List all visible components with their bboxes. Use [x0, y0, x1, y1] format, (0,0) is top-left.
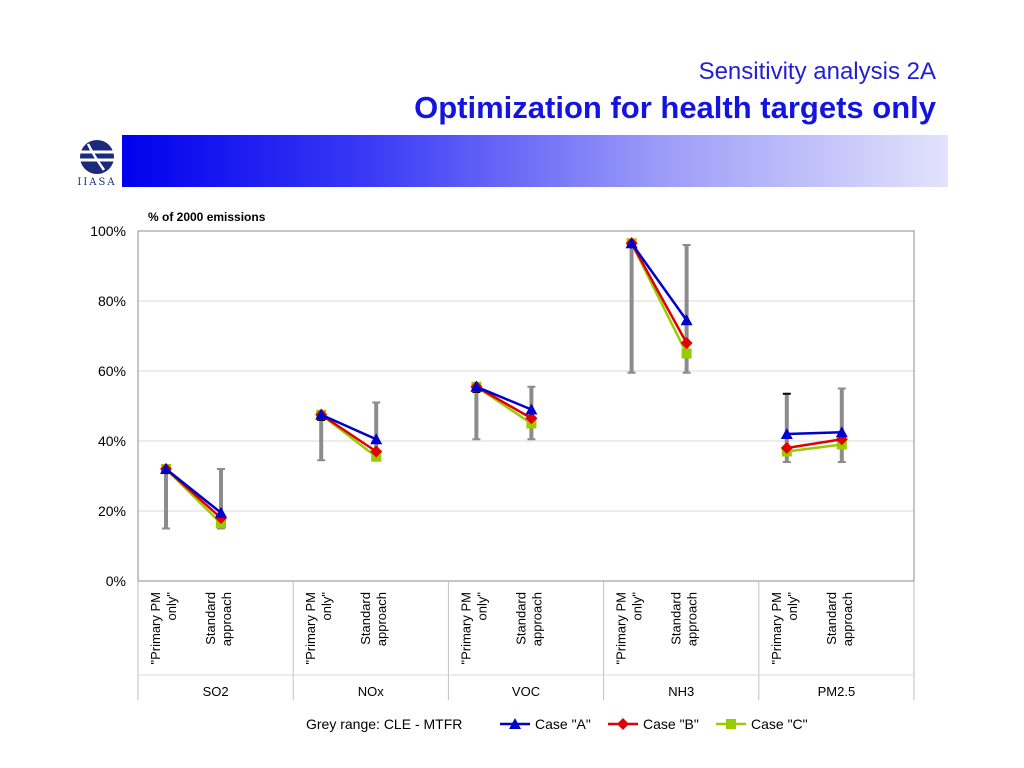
- header-banner: [122, 135, 948, 187]
- series-point: [681, 348, 692, 359]
- x-category-label: approach: [840, 592, 855, 646]
- x-category-label: approach: [374, 592, 389, 646]
- y-tick-label: 20%: [98, 503, 126, 519]
- legend-marker: [617, 718, 629, 730]
- legend-label: Case "B": [643, 716, 699, 732]
- x-category-label: approach: [685, 592, 700, 646]
- series-line: [320, 413, 377, 453]
- y-tick-label: 40%: [98, 433, 126, 449]
- x-category-label: approach: [529, 592, 544, 646]
- grey-range-layer: [162, 244, 846, 530]
- y-tick-label: 0%: [106, 573, 126, 589]
- x-group-label: NH3: [668, 684, 694, 699]
- series-line: [165, 468, 222, 514]
- axis-layer: 0% 20% 40% 60% 80% 100% % of 2000 emissions "Pr…: [90, 210, 915, 700]
- x-category-label: Standard: [824, 592, 839, 645]
- x-category-label: "Primary PM: [458, 592, 473, 665]
- grid-layer: [138, 230, 914, 512]
- series-point: [625, 237, 638, 249]
- x-category-label: "Primary PM: [303, 592, 318, 665]
- x-category-label: only": [474, 592, 489, 621]
- x-category-label: Standard: [203, 592, 218, 645]
- x-group-label: SO2: [203, 684, 229, 699]
- series-point: [160, 463, 172, 474]
- series-point: [470, 380, 483, 392]
- series-layer: [160, 237, 848, 529]
- legend-marker: [726, 719, 736, 729]
- x-group-label: VOC: [512, 684, 540, 699]
- x-category-label: Standard: [513, 592, 528, 645]
- x-group-label: PM2.5: [818, 684, 856, 699]
- y-tick-label: 60%: [98, 363, 126, 379]
- series-point: [370, 433, 383, 445]
- series-point: [680, 314, 693, 326]
- series-point: [680, 337, 693, 349]
- slide-title: Optimization for health targets only: [414, 90, 936, 125]
- series-point: [780, 428, 793, 439]
- series-line: [786, 438, 842, 450]
- legend-label: Case "C": [751, 716, 808, 732]
- series-point: [215, 506, 227, 518]
- series-point: [370, 445, 383, 458]
- series-point: [525, 403, 538, 415]
- logo-text: IIASA: [77, 177, 117, 188]
- x-category-label: "Primary PM: [614, 592, 629, 665]
- series-point: [835, 426, 848, 438]
- x-category-label: "Primary PM: [769, 592, 784, 665]
- legend: Grey range: CLE - MTFR Case "A" Case "B" Ca…: [306, 716, 808, 732]
- slide-subtitle: Sensitivity analysis 2A: [698, 58, 936, 85]
- series-line: [630, 242, 688, 321]
- x-group-label: NOx: [358, 684, 385, 699]
- y-axis-label: % of 2000 emissions: [148, 210, 266, 224]
- x-category-label: "Primary PM: [148, 592, 163, 665]
- series-line: [786, 443, 842, 453]
- x-category-label: Standard: [358, 592, 373, 645]
- series-point: [525, 412, 538, 425]
- y-tick-label: 100%: [90, 223, 126, 239]
- series-line: [475, 385, 533, 420]
- series-line: [630, 242, 688, 344]
- series-point: [780, 442, 793, 454]
- y-tick-label: 80%: [98, 293, 126, 309]
- legend-label: Case "A": [535, 716, 591, 732]
- x-category-label: approach: [219, 592, 234, 646]
- legend-marker: [509, 718, 521, 729]
- series-line: [320, 413, 377, 441]
- legend-grey-range: Grey range: CLE - MTFR: [306, 716, 462, 732]
- series-line: [475, 385, 532, 411]
- x-category-label: Standard: [669, 592, 684, 645]
- x-category-label: only": [630, 592, 645, 621]
- series-point: [315, 408, 328, 420]
- series-line: [786, 431, 842, 436]
- x-category-label: only": [785, 592, 800, 621]
- x-category-label: only": [164, 592, 179, 621]
- plot-area-border: [137, 230, 915, 582]
- iiasa-logo-icon: [74, 136, 120, 176]
- x-category-label: only": [319, 592, 334, 621]
